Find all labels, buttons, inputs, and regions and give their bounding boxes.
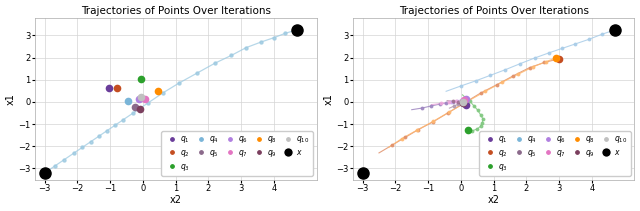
Legend: $q_{1}$, $q_{2}$, $q_{3}$, $q_{4}$, $q_{5}$, $q_{6}$, $q_{7}$, $q_{8}$, $q_{9}$,: $q_{1}$, $q_{2}$, $q_{3}$, $q_{4}$, $q_{… (479, 131, 630, 176)
X-axis label: x2: x2 (488, 195, 500, 206)
Title: Trajectories of Points Over Iterations: Trajectories of Points Over Iterations (81, 5, 271, 16)
Y-axis label: x1: x1 (323, 93, 333, 104)
X-axis label: x2: x2 (170, 195, 182, 206)
Title: Trajectories of Points Over Iterations: Trajectories of Points Over Iterations (399, 5, 589, 16)
Y-axis label: x1: x1 (6, 93, 15, 104)
Legend: $q_{1}$, $q_{2}$, $q_{3}$, $q_{4}$, $q_{5}$, $q_{6}$, $q_{7}$, $q_{8}$, $q_{9}$,: $q_{1}$, $q_{2}$, $q_{3}$, $q_{4}$, $q_{… (161, 131, 313, 176)
